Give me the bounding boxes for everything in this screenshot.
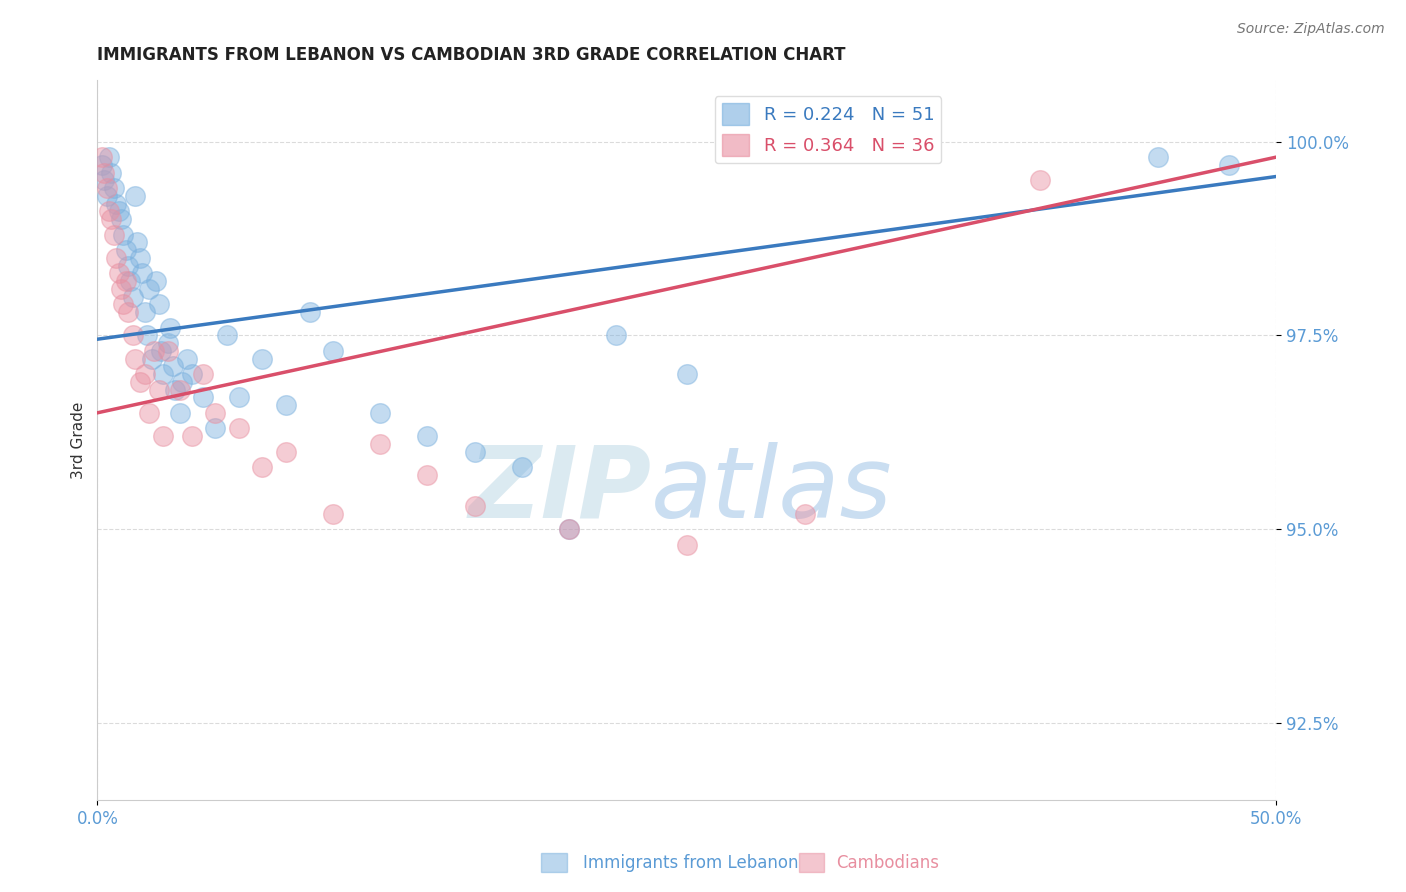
- Point: [110, 282, 132, 296]
- Point: [558, 522, 581, 536]
- Text: IMMIGRANTS FROM LEBANON VS CAMBODIAN 3RD GRADE CORRELATION CHART: IMMIGRANTS FROM LEBANON VS CAMBODIAN 3RD…: [97, 46, 846, 64]
- Point: [322, 507, 344, 521]
- Point: [135, 328, 157, 343]
- Point: [128, 251, 150, 265]
- Point: [117, 305, 139, 319]
- Point: [107, 204, 129, 219]
- Point: [91, 158, 114, 172]
- Point: [110, 212, 132, 227]
- Point: [368, 406, 391, 420]
- Point: [107, 266, 129, 280]
- Point: [215, 328, 238, 343]
- Point: [416, 467, 439, 482]
- Point: [162, 359, 184, 374]
- Point: [131, 266, 153, 280]
- Point: [274, 444, 297, 458]
- Point: [93, 173, 115, 187]
- Legend: R = 0.224   N = 51, R = 0.364   N = 36: R = 0.224 N = 51, R = 0.364 N = 36: [714, 96, 942, 163]
- Point: [141, 351, 163, 366]
- Point: [103, 181, 125, 195]
- Point: [464, 499, 486, 513]
- Point: [124, 351, 146, 366]
- Point: [96, 189, 118, 203]
- Point: [193, 390, 215, 404]
- Point: [152, 367, 174, 381]
- Point: [1147, 150, 1170, 164]
- Point: [464, 444, 486, 458]
- Point: [274, 398, 297, 412]
- Point: [252, 460, 274, 475]
- Point: [98, 150, 121, 164]
- Point: [193, 367, 215, 381]
- Point: [605, 328, 627, 343]
- Point: [204, 421, 226, 435]
- Point: [145, 274, 167, 288]
- Point: [510, 460, 533, 475]
- Point: [148, 297, 170, 311]
- Y-axis label: 3rd Grade: 3rd Grade: [72, 401, 86, 479]
- Point: [793, 507, 815, 521]
- Point: [127, 235, 149, 250]
- Point: [157, 336, 180, 351]
- Text: ZIP: ZIP: [468, 442, 651, 539]
- Point: [159, 320, 181, 334]
- Point: [228, 421, 250, 435]
- Point: [105, 196, 128, 211]
- Point: [1218, 158, 1240, 172]
- Text: atlas: atlas: [651, 442, 893, 539]
- Point: [204, 406, 226, 420]
- Point: [558, 522, 581, 536]
- Point: [120, 274, 142, 288]
- Point: [121, 290, 143, 304]
- Point: [1029, 173, 1052, 187]
- Text: Immigrants from Lebanon: Immigrants from Lebanon: [583, 855, 799, 872]
- Point: [124, 189, 146, 203]
- Point: [169, 406, 191, 420]
- Point: [100, 166, 122, 180]
- Point: [134, 305, 156, 319]
- Point: [93, 166, 115, 180]
- Point: [138, 282, 160, 296]
- Point: [142, 343, 165, 358]
- Point: [675, 367, 697, 381]
- Point: [98, 204, 121, 219]
- Point: [138, 406, 160, 420]
- Point: [228, 390, 250, 404]
- Point: [134, 367, 156, 381]
- Point: [322, 343, 344, 358]
- Point: [416, 429, 439, 443]
- Text: Cambodians: Cambodians: [837, 855, 939, 872]
- Point: [150, 343, 173, 358]
- Point: [112, 297, 135, 311]
- Point: [91, 150, 114, 164]
- Point: [96, 181, 118, 195]
- Point: [298, 305, 321, 319]
- Point: [368, 437, 391, 451]
- Text: Source: ZipAtlas.com: Source: ZipAtlas.com: [1237, 22, 1385, 37]
- Point: [252, 351, 274, 366]
- Point: [117, 259, 139, 273]
- Point: [180, 367, 202, 381]
- Point: [128, 375, 150, 389]
- Point: [103, 227, 125, 242]
- Point: [121, 328, 143, 343]
- Point: [157, 343, 180, 358]
- Point: [114, 274, 136, 288]
- Point: [675, 537, 697, 551]
- Point: [176, 351, 198, 366]
- Point: [152, 429, 174, 443]
- Point: [105, 251, 128, 265]
- Point: [100, 212, 122, 227]
- Point: [165, 383, 187, 397]
- Point: [180, 429, 202, 443]
- Point: [169, 383, 191, 397]
- Point: [172, 375, 194, 389]
- Point: [114, 243, 136, 257]
- Point: [112, 227, 135, 242]
- Point: [148, 383, 170, 397]
